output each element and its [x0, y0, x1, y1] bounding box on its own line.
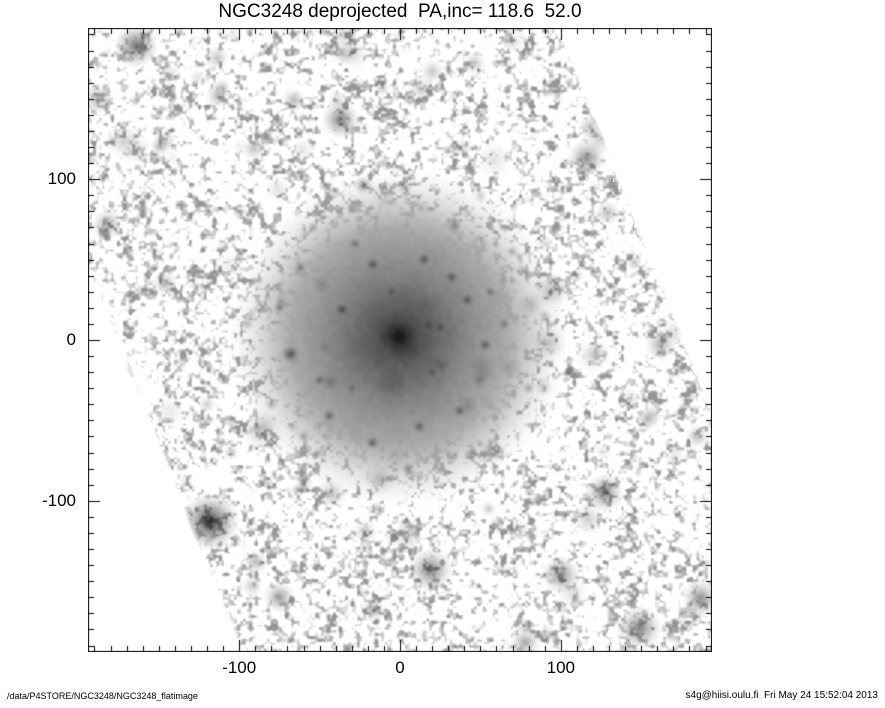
x-tick-label: 100 [546, 658, 575, 677]
x-tick-label: -100 [222, 658, 257, 677]
galaxy-image-canvas [88, 28, 712, 652]
plot-title: NGC3248 deprojected PA,inc= 118.6 52.0 [218, 1, 582, 22]
y-tick-label: -100 [41, 490, 76, 510]
x-tick-label: 0 [395, 658, 405, 677]
y-tick-label: 0 [66, 330, 76, 349]
footer-file-path: /data/P4STORE/NGC3248/NGC3248_flatimage [7, 691, 198, 701]
footer-signature: s4g@hiisi.oulu.fi Fri May 24 15:52:04 20… [685, 690, 878, 701]
plot-area [88, 28, 712, 652]
y-tick-label: 100 [47, 169, 76, 189]
